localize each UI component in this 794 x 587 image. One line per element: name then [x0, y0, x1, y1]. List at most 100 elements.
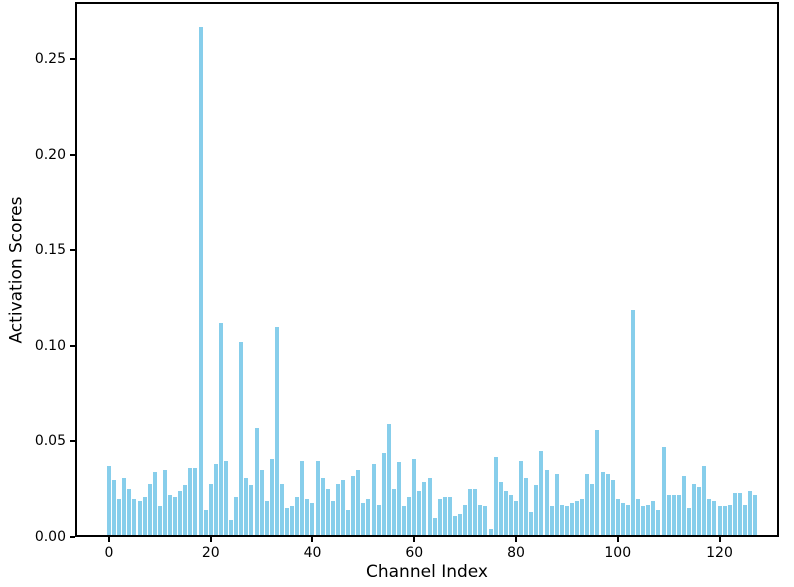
bar-channel-92	[575, 500, 580, 537]
bar-channel-103	[631, 309, 636, 537]
bar-channel-106	[646, 504, 651, 537]
bar-channel-32	[269, 458, 274, 537]
x-tick-label-60: 60	[405, 545, 424, 561]
bar-channel-16	[188, 468, 193, 537]
bar-channel-83	[529, 512, 534, 537]
y-tick-label-0.10: 0.10	[34, 337, 66, 354]
y-tick-label-0.20: 0.20	[34, 146, 66, 163]
y-tick-label-0.15: 0.15	[34, 242, 66, 259]
bar-channel-46	[341, 479, 346, 537]
bar-channel-111	[671, 494, 676, 537]
bar-channel-112	[676, 494, 681, 537]
bar-channel-39	[305, 498, 310, 537]
bar-channel-121	[722, 506, 727, 537]
bar-channel-87	[549, 506, 554, 537]
bar-channel-44	[330, 500, 335, 537]
bar-channel-113	[681, 475, 686, 537]
bar-channel-21	[213, 464, 218, 537]
bar-channel-77	[498, 481, 503, 537]
bar-channel-24	[229, 519, 234, 537]
x-tick-label-120: 120	[706, 545, 733, 561]
bar-channel-109	[661, 447, 666, 537]
bar-channel-90	[564, 506, 569, 537]
bar-channel-25	[234, 496, 239, 537]
y-tick-label-0.05: 0.05	[34, 433, 66, 450]
bar-channel-60	[412, 458, 417, 537]
y-tick-mark-0.05	[70, 440, 75, 443]
bar-channel-66	[442, 496, 447, 537]
bar-channel-13	[173, 496, 178, 537]
bar-channel-110	[666, 494, 671, 537]
bar-channel-34	[279, 483, 284, 537]
x-tick-label-100: 100	[604, 545, 632, 561]
bar-channel-50	[361, 502, 366, 537]
plot-area	[75, 2, 779, 537]
bar-channel-27	[244, 477, 249, 537]
bar-channel-38	[300, 460, 305, 537]
bar-channel-122	[727, 504, 732, 537]
bar-channel-99	[610, 479, 615, 537]
x-tick-mark-40	[311, 537, 314, 542]
bar-channel-85	[539, 451, 544, 537]
bar-channel-31	[264, 500, 269, 537]
bar-channel-124	[737, 493, 742, 537]
x-tick-mark-60	[413, 537, 416, 542]
bar-channel-82	[524, 477, 529, 537]
bar-channel-80	[514, 500, 518, 537]
bar-channel-57	[396, 462, 401, 537]
y-tick-mark-0.25	[70, 58, 75, 61]
bar-channel-42	[320, 477, 325, 537]
bar-channel-5	[132, 498, 137, 537]
bar-channel-61	[417, 491, 422, 537]
bar-channel-70	[463, 504, 468, 537]
bar-channel-54	[381, 452, 386, 537]
bar-channel-19	[203, 510, 208, 537]
bar-channel-41	[315, 460, 320, 537]
bar-channel-107	[651, 500, 656, 537]
bar-channel-28	[249, 485, 254, 537]
bar-channel-43	[325, 489, 330, 537]
bar-channel-78	[503, 491, 508, 537]
bar-channel-8	[147, 483, 152, 537]
bar-channel-58	[402, 506, 407, 537]
x-tick-mark-20	[209, 537, 212, 542]
bar-channel-6	[137, 500, 142, 537]
bar-channel-100	[615, 498, 620, 537]
y-tick-mark-0.20	[70, 153, 75, 156]
bar-channel-97	[600, 472, 605, 537]
bar-channel-84	[534, 485, 539, 537]
bar-channel-18	[198, 26, 203, 537]
bar-channel-33	[274, 326, 279, 537]
x-tick-label-40: 40	[303, 545, 322, 561]
bar-channel-37	[295, 496, 300, 537]
bar-channel-94	[585, 473, 590, 537]
bar-channel-73	[478, 504, 483, 537]
bar-channel-64	[432, 517, 437, 537]
x-tick-mark-100	[616, 537, 619, 542]
bar-channel-59	[407, 496, 412, 537]
bar-channel-126	[748, 491, 753, 537]
x-tick-label-20: 20	[201, 545, 220, 561]
bar-channel-104	[636, 498, 641, 537]
y-axis-label: Activation Scores	[6, 196, 27, 344]
bar-channel-56	[391, 489, 396, 537]
bar-channel-11	[162, 470, 167, 537]
bar-channel-75	[488, 529, 493, 537]
bar-channel-117	[702, 466, 707, 537]
bar-channel-63	[427, 477, 432, 537]
bar-channel-76	[493, 456, 498, 537]
bar-channel-62	[422, 481, 427, 537]
bar-channel-0	[106, 466, 111, 537]
bar-channel-88	[554, 473, 559, 537]
bar-channel-4	[127, 489, 132, 537]
x-axis-label: Channel Index	[366, 562, 488, 582]
bar-channel-48	[351, 475, 356, 537]
bar-channel-12	[168, 494, 173, 537]
bar-channel-72	[473, 489, 478, 537]
bar-channel-120	[717, 506, 722, 537]
bar-channel-74	[483, 506, 488, 537]
bar-channel-36	[290, 506, 295, 537]
y-tick-mark-0.15	[70, 249, 75, 252]
bar-channel-108	[656, 510, 661, 537]
